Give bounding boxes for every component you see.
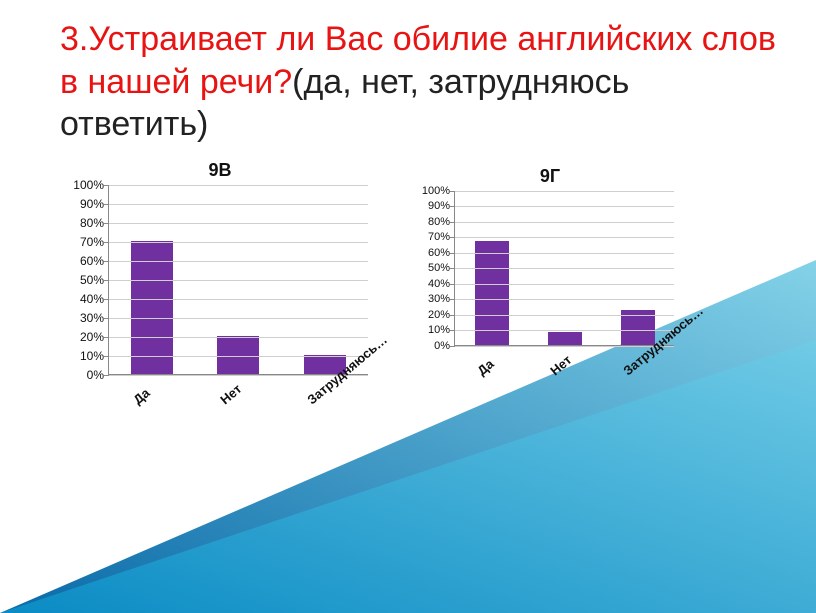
bar — [475, 241, 509, 345]
slide-title: 3.Устраивает ли Вас обилие английских сл… — [60, 18, 776, 146]
chart-9g: 9Г 0%10%20%30%40%50%60%70%80%90%100% ДаН… — [410, 166, 690, 445]
bar — [217, 336, 259, 374]
gridline — [455, 222, 674, 223]
tick-mark — [104, 318, 109, 319]
tick-mark — [450, 299, 455, 300]
y-tick-label: 100% — [422, 185, 450, 197]
gridline — [455, 346, 674, 347]
y-tick-label: 0% — [434, 340, 450, 352]
slide: 3.Устраивает ли Вас обилие английских сл… — [0, 0, 816, 613]
y-tick-label: 10% — [80, 349, 104, 363]
tick-mark — [104, 242, 109, 243]
chart-9g-title: 9Г — [410, 166, 690, 187]
tick-mark — [450, 253, 455, 254]
y-tick-label: 0% — [87, 368, 104, 382]
chart-9g-plot: 0%10%20%30%40%50%60%70%80%90%100% ДаНетЗ… — [410, 191, 690, 431]
tick-mark — [450, 315, 455, 316]
gridline — [455, 268, 674, 269]
chart-9g-xlabels: ДаНетЗатрудняюсь… — [454, 354, 674, 369]
tick-mark — [104, 280, 109, 281]
tick-mark — [450, 237, 455, 238]
tick-mark — [450, 222, 455, 223]
gridline — [109, 318, 368, 319]
gridline — [455, 315, 674, 316]
y-tick-label: 20% — [428, 309, 450, 321]
gridline — [109, 299, 368, 300]
y-tick-label: 30% — [428, 293, 450, 305]
y-tick-label: 40% — [80, 292, 104, 306]
y-tick-label: 50% — [80, 273, 104, 287]
x-tick-label: Затрудняюсь… — [621, 344, 657, 377]
gridline — [455, 237, 674, 238]
gridline — [455, 330, 674, 331]
x-tick-label: Да — [474, 344, 510, 377]
gridline — [109, 185, 368, 186]
y-tick-label: 60% — [80, 254, 104, 268]
y-tick-label: 100% — [73, 178, 104, 192]
gridline — [109, 356, 368, 357]
y-tick-label: 70% — [80, 235, 104, 249]
gridline — [109, 337, 368, 338]
y-tick-label: 90% — [80, 197, 104, 211]
tick-mark — [450, 206, 455, 207]
gridline — [109, 223, 368, 224]
tick-mark — [104, 337, 109, 338]
bar — [548, 332, 582, 344]
gridline — [455, 299, 674, 300]
y-tick-label: 50% — [428, 262, 450, 274]
y-tick-label: 90% — [428, 200, 450, 212]
gridline — [109, 280, 368, 281]
chart-9v-yaxis: 0%10%20%30%40%50%60%70%80%90%100% — [60, 185, 108, 375]
chart-9g-plot-area — [454, 191, 674, 346]
y-tick-label: 40% — [428, 278, 450, 290]
gridline — [109, 204, 368, 205]
tick-mark — [450, 330, 455, 331]
gridline — [455, 191, 674, 192]
content-area: 3.Устраивает ли Вас обилие английских сл… — [0, 0, 816, 445]
chart-9v-plot-area — [108, 185, 368, 375]
chart-9g-yaxis: 0%10%20%30%40%50%60%70%80%90%100% — [410, 191, 454, 346]
gridline — [109, 242, 368, 243]
tick-mark — [104, 356, 109, 357]
tick-mark — [104, 223, 109, 224]
bar — [621, 310, 655, 344]
y-tick-label: 20% — [80, 330, 104, 344]
tick-mark — [104, 204, 109, 205]
tick-mark — [104, 185, 109, 186]
chart-9v-plot: 0%10%20%30%40%50%60%70%80%90%100% ДаНетЗ… — [60, 185, 380, 445]
y-tick-label: 30% — [80, 311, 104, 325]
x-tick-label: Нет — [547, 344, 583, 377]
gridline — [455, 206, 674, 207]
y-tick-label: 10% — [428, 324, 450, 336]
tick-mark — [450, 284, 455, 285]
y-tick-label: 80% — [428, 216, 450, 228]
chart-9v-title: 9В — [60, 160, 380, 181]
gridline — [455, 284, 674, 285]
chart-9v-xlabels: ДаНетЗатрудняюсь… — [108, 383, 368, 398]
tick-mark — [450, 268, 455, 269]
tick-mark — [450, 346, 455, 347]
y-tick-label: 60% — [428, 247, 450, 259]
gridline — [455, 253, 674, 254]
chart-9v: 9В 0% 10% 20% 30% 40% 50% 60% 70% 80% 90% 100% ДаН… — [60, 160, 380, 445]
y-tick-label: 80% — [80, 216, 104, 230]
tick-mark — [450, 191, 455, 192]
gridline — [109, 261, 368, 262]
y-tick-label: 70% — [428, 231, 450, 243]
tick-mark — [104, 375, 109, 376]
tick-mark — [104, 299, 109, 300]
charts-row: 9В 0%10%20%30%40%50%60%70%80%90%100% ДаН… — [60, 160, 776, 445]
tick-mark — [104, 261, 109, 262]
